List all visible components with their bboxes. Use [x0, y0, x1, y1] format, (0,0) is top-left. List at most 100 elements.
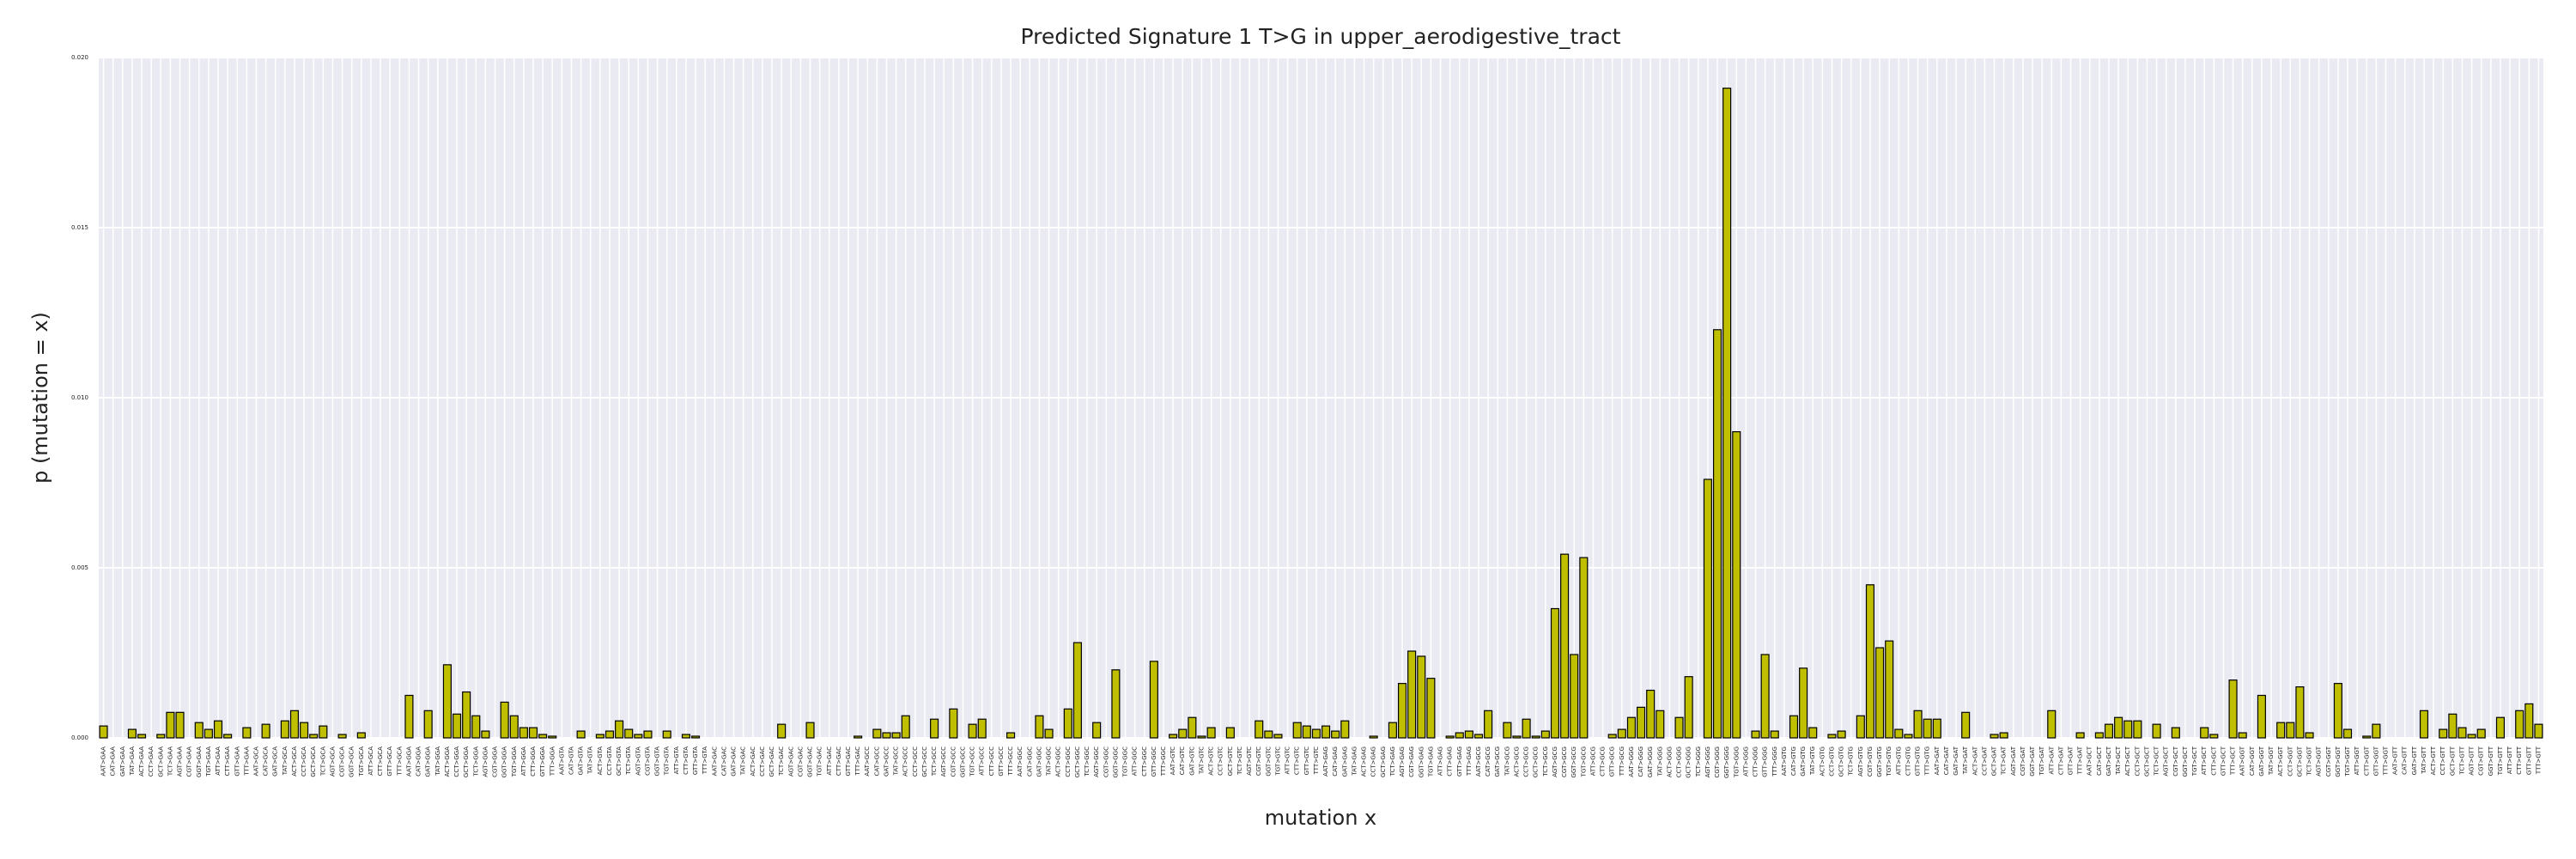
x-tick-label: CAT>GCG [1485, 746, 1492, 777]
bar [1531, 735, 1540, 739]
bar [2114, 716, 2123, 739]
x-tick-label: TAT>GTG [1809, 746, 1816, 776]
x-tick-label: TTT>GAC [854, 746, 861, 777]
bar [2171, 727, 2180, 739]
bar [1473, 734, 1484, 739]
x-tick-label: ACT>GCG [1513, 746, 1520, 777]
bar [1417, 655, 1426, 739]
x-tick-label: TGT>GGC [1122, 746, 1129, 777]
bar [1512, 735, 1522, 739]
x-tick-label: ATT>GGG [1742, 746, 1749, 777]
x-tick-label: AGT>GGA [482, 746, 489, 777]
bar [423, 710, 433, 739]
bar [2286, 722, 2295, 739]
x-tick-label: CAT>GGA [416, 746, 422, 777]
x-tick-label: ATT>GAT [2048, 746, 2055, 774]
x-tick-label: ACT>GTA [597, 746, 604, 776]
x-tick-label: TCT>GAA [167, 746, 173, 777]
bar [1264, 730, 1273, 739]
bar [471, 715, 481, 739]
bar [2342, 728, 2353, 739]
bar [1503, 722, 1512, 739]
bar [1311, 728, 1321, 739]
x-tick-label: AAT>GTC [1170, 746, 1176, 775]
x-tick-label: GCT>GAG [1380, 746, 1387, 777]
bar [462, 691, 471, 739]
x-tick-label: GCT>GTC [1227, 746, 1234, 776]
x-tick-label: CCT>GTA [606, 746, 613, 776]
x-tick-label: GAT>GCC [883, 746, 890, 777]
x-tick-label: TGT>GAA [205, 746, 212, 777]
x-tick-label: TGT>GTT [2497, 746, 2504, 776]
x-tick-label: ATT>GAA [215, 746, 222, 776]
x-tick-label: CCT>GCA [301, 746, 307, 777]
x-tick-label: TCT>GGG [1695, 746, 1702, 777]
bar [2047, 710, 2057, 739]
x-tick-label: GCT>GAT [1991, 746, 1998, 776]
x-tick-label: AGT>GCG [1552, 746, 1558, 777]
x-tick-label: CCT>GAT [1981, 746, 1988, 776]
bar [1808, 727, 1818, 739]
x-tick-label: GAT>GTG [1800, 746, 1807, 777]
x-tick-label: TTT>GTA [702, 746, 708, 775]
x-tick-label: GCT>GGC [1074, 746, 1081, 777]
x-tick-label: CCT>GAG [1370, 746, 1377, 777]
y-axis-label: p (mutation = x) [28, 312, 52, 484]
bar [1656, 710, 1665, 739]
x-tick-label: GAT>GAT [1953, 746, 1959, 775]
bar [1837, 730, 1846, 739]
bar [289, 710, 300, 739]
x-tick-label: GTT>GTA [692, 746, 699, 775]
bar [1369, 735, 1378, 739]
bar [280, 720, 289, 739]
bar [1044, 728, 1054, 739]
bar [1169, 734, 1178, 739]
bar [930, 718, 939, 739]
x-tick-label: TAT>GGC [1046, 746, 1053, 777]
bar [1063, 708, 1072, 739]
x-tick-label: CCT>GGG [1676, 746, 1683, 777]
bar [1637, 706, 1646, 739]
x-tick-label: TCT>GAG [1389, 746, 1396, 777]
x-tick-label: GTT>GCG [1609, 746, 1616, 777]
bar [538, 734, 548, 739]
bar [481, 730, 490, 739]
bar [691, 735, 701, 739]
x-tick-label: TTT>GTC [1313, 746, 1320, 775]
x-tick-label: GGT>GTA [654, 746, 661, 777]
x-tick-label: TGT>GCG [1580, 746, 1587, 777]
bar [2200, 727, 2209, 739]
x-tick-label: GAT>GAG [1341, 746, 1348, 777]
x-tick-label: CCT>GTC [1218, 746, 1224, 776]
bar [1856, 715, 1865, 739]
bar [509, 715, 519, 739]
bar [1407, 650, 1417, 739]
bar [1674, 716, 1684, 739]
x-tick-label: ACT>GGA [444, 746, 451, 777]
x-tick-label: GAT>GAC [731, 746, 738, 777]
bar [624, 728, 634, 739]
bar [1426, 678, 1436, 739]
bar [1789, 715, 1799, 739]
x-tick-label: GTT>GGA [539, 746, 546, 777]
x-tick-label: GCT>GCC [921, 746, 928, 777]
x-tick-label: AAT>GCG [1475, 746, 1482, 777]
bar [1484, 710, 1493, 739]
x-tick-label: AAT>GGT [2239, 746, 2246, 776]
x-tick-label: ATT>GGC [1132, 746, 1139, 776]
x-tick-label: GAT>GGA [425, 746, 432, 777]
bar [1961, 711, 1971, 739]
x-tick-label: AAT>GTT [2392, 746, 2399, 775]
x-tick-label: ATT>GGT [2354, 746, 2360, 775]
x-tick-label: CCT>GTT [2439, 746, 2446, 775]
x-tick-label: CGT>GTA [644, 746, 651, 776]
bar [137, 734, 147, 739]
x-tick-label: GGT>GCA [349, 746, 355, 777]
bar [166, 711, 175, 739]
x-tick-label: GGT>GAC [807, 746, 814, 777]
x-tick-label: TAT>GAC [740, 746, 747, 776]
bar [1626, 716, 1636, 739]
x-tick-label: ACT>GAG [1361, 746, 1368, 777]
x-tick-label: TGT>GCT [2191, 746, 2198, 777]
